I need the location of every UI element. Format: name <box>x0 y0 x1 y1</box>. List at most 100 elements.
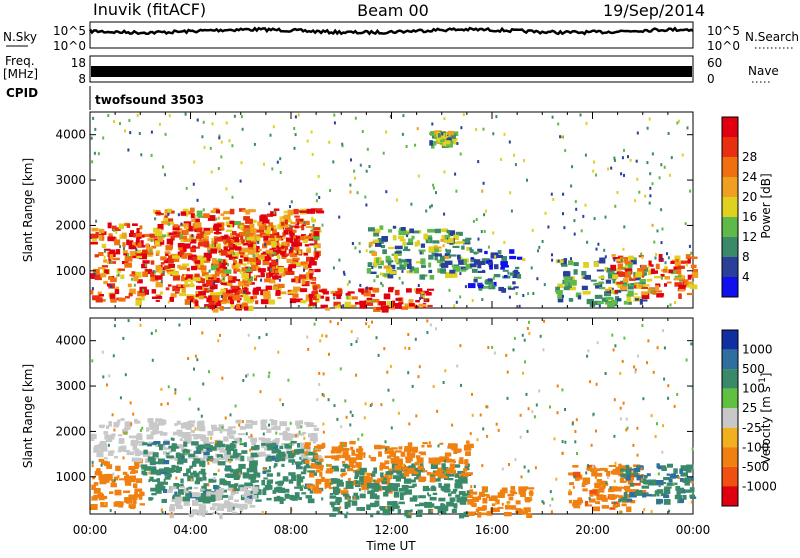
data-cell <box>314 285 321 289</box>
data-cell <box>202 257 206 261</box>
data-cell <box>664 283 668 287</box>
data-cell <box>621 503 627 507</box>
data-cell <box>484 209 487 213</box>
data-cell <box>393 491 400 498</box>
data-cell <box>431 142 435 149</box>
data-cell <box>403 469 405 473</box>
data-cell <box>358 488 361 492</box>
data-cell <box>594 484 602 488</box>
data-cell <box>543 283 546 287</box>
time-axis-label: Time UT <box>365 539 416 553</box>
data-cell <box>215 427 223 431</box>
data-cell <box>189 510 195 514</box>
data-cell <box>370 241 375 244</box>
data-cell <box>432 246 439 253</box>
data-cell <box>179 486 185 489</box>
data-cell <box>228 236 234 240</box>
data-cell <box>381 466 389 470</box>
data-cell <box>228 243 233 248</box>
data-cell <box>460 383 462 387</box>
data-cell <box>421 290 429 294</box>
data-cell <box>407 231 409 235</box>
data-cell <box>103 255 106 259</box>
data-cell <box>595 468 601 472</box>
data-cell <box>459 152 462 156</box>
data-cell <box>269 419 274 422</box>
data-cell <box>437 444 440 448</box>
data-cell <box>299 456 302 460</box>
data-cell <box>235 242 242 246</box>
data-cell <box>441 456 448 463</box>
data-cell <box>615 296 620 300</box>
data-cell <box>367 262 373 267</box>
data-cell <box>502 269 509 272</box>
data-cell <box>197 496 202 500</box>
data-cell <box>593 283 601 286</box>
data-cell <box>231 195 234 199</box>
data-cell <box>295 278 299 283</box>
data-cell <box>108 276 113 280</box>
data-cell <box>222 448 229 453</box>
data-cell <box>329 501 336 506</box>
data-cell <box>238 232 247 237</box>
data-cell <box>592 465 595 469</box>
data-cell <box>93 447 100 453</box>
data-cell <box>351 500 358 506</box>
data-cell <box>98 228 105 234</box>
data-cell <box>619 498 627 502</box>
data-cell <box>162 165 164 169</box>
data-cell <box>345 480 354 487</box>
data-cell <box>194 246 200 249</box>
data-cell <box>358 241 361 245</box>
data-cell <box>500 265 509 268</box>
data-cell <box>448 493 452 497</box>
data-cell <box>247 483 254 487</box>
data-cell <box>267 469 272 473</box>
nsky-strip-frame <box>89 21 694 49</box>
data-cell <box>432 492 438 495</box>
data-cell <box>689 256 698 259</box>
data-cell <box>201 272 209 277</box>
data-cell <box>227 495 234 501</box>
data-cell <box>172 465 179 469</box>
data-cell <box>274 463 278 467</box>
data-cell <box>179 223 188 227</box>
data-cell <box>528 332 531 335</box>
data-cell <box>269 272 274 277</box>
data-cell <box>670 156 673 160</box>
data-cell <box>407 442 413 447</box>
data-cell <box>624 260 632 264</box>
data-cell <box>490 507 496 513</box>
data-cell <box>633 257 637 261</box>
data-cell <box>623 225 626 229</box>
data-cell <box>464 460 468 467</box>
data-cell <box>309 277 316 281</box>
time-tick-label: 12:00 <box>374 523 409 537</box>
data-cell <box>641 293 650 299</box>
data-cell <box>281 403 284 407</box>
data-cell <box>402 463 405 467</box>
data-cell <box>106 464 113 469</box>
data-cell <box>300 425 303 429</box>
data-cell <box>252 289 259 295</box>
data-cell <box>202 382 205 386</box>
data-cell <box>313 231 320 237</box>
data-cell <box>622 496 628 500</box>
data-cell <box>180 458 188 463</box>
data-cell <box>314 435 318 441</box>
data-cell <box>211 241 215 244</box>
data-cell <box>482 505 487 511</box>
data-cell <box>348 304 357 308</box>
data-cell <box>325 483 332 488</box>
data-cell <box>417 375 420 379</box>
data-cell <box>691 447 694 451</box>
data-cell <box>635 298 639 301</box>
data-cell <box>687 274 692 280</box>
data-cell <box>294 486 301 489</box>
data-cell <box>455 189 458 193</box>
data-cell <box>616 289 622 293</box>
data-cell <box>124 481 132 486</box>
data-cell <box>595 247 598 251</box>
data-cell <box>400 259 407 263</box>
data-cell <box>392 507 395 511</box>
